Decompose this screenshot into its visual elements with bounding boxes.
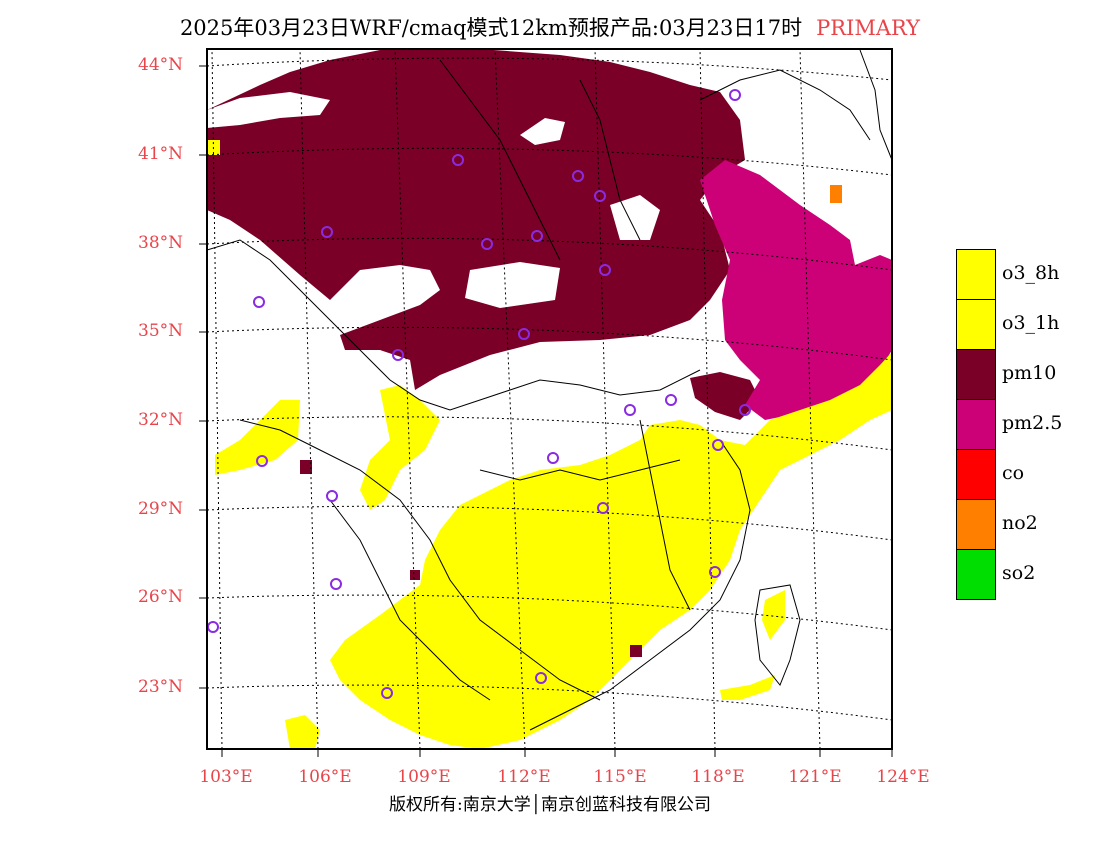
o3-region-central <box>360 385 440 510</box>
legend-swatch <box>956 399 996 450</box>
lon-label-106: 106°E <box>298 767 352 787</box>
legend-swatch <box>956 449 996 500</box>
legend-swatch <box>956 549 996 600</box>
legend-label: co <box>1002 462 1025 484</box>
pm10-spot <box>410 570 420 580</box>
legend-label: pm2.5 <box>1002 412 1063 434</box>
lon-label-109: 109°E <box>397 767 451 787</box>
monitoring-stations <box>207 89 751 699</box>
pm10-spot <box>630 645 642 657</box>
lat-label-26: 26°N <box>138 587 184 607</box>
province-boundaries <box>207 49 892 731</box>
o3-region-taiwan-2 <box>762 590 785 640</box>
lat-label-38: 38°N <box>138 233 184 253</box>
legend-swatch <box>956 249 996 300</box>
lon-label-121: 121°E <box>788 767 842 787</box>
map-frame <box>206 48 893 750</box>
title-main: 2025年03月23日WRF/cmaq模式12km预报产品:03月23日17时 <box>179 16 803 40</box>
legend-label: so2 <box>1002 562 1036 584</box>
o3-region-southwest <box>285 715 320 749</box>
graticule <box>207 49 892 749</box>
legend-label: pm10 <box>1002 362 1057 384</box>
pm10-clearing <box>207 92 330 128</box>
legend-swatch <box>956 299 996 350</box>
lat-label-41: 41°N <box>138 144 184 164</box>
pm10-clearing-3 <box>610 195 660 240</box>
lat-label-35: 35°N <box>138 321 184 341</box>
o3-region-taiwan <box>720 675 775 700</box>
pm10-region-north <box>207 49 745 390</box>
pm25-region-east <box>700 160 892 420</box>
lat-label-29: 29°N <box>138 499 184 519</box>
o3-region-south <box>330 352 892 749</box>
lon-label-115: 115°E <box>593 767 647 787</box>
lat-label-44: 44°N <box>138 55 184 75</box>
lon-label-112: 112°E <box>497 767 551 787</box>
lat-label-23: 23°N <box>138 677 184 697</box>
pm10-clearing-4 <box>465 262 560 308</box>
pm10-clearing-2 <box>520 118 565 145</box>
lon-label-124: 124°E <box>876 767 930 787</box>
legend-label: no2 <box>1002 512 1038 534</box>
legend-swatch <box>956 499 996 550</box>
map-title: 2025年03月23日WRF/cmaq模式12km预报产品:03月23日17时 P… <box>0 12 1100 42</box>
axis-ticks <box>199 65 893 757</box>
legend-label: o3_8h <box>1002 262 1060 284</box>
legend-swatch <box>956 349 996 400</box>
lat-label-32: 32°N <box>138 410 184 430</box>
no2-spot <box>830 185 842 203</box>
lon-label-103: 103°E <box>199 767 253 787</box>
copyright-text: 版权所有:南京大学│南京创蓝科技有限公司 <box>389 795 711 815</box>
pm10-spot <box>300 460 312 474</box>
title-sub: PRIMARY <box>816 16 921 40</box>
lon-label-118: 118°E <box>691 767 745 787</box>
legend-label: o3_1h <box>1002 312 1060 334</box>
